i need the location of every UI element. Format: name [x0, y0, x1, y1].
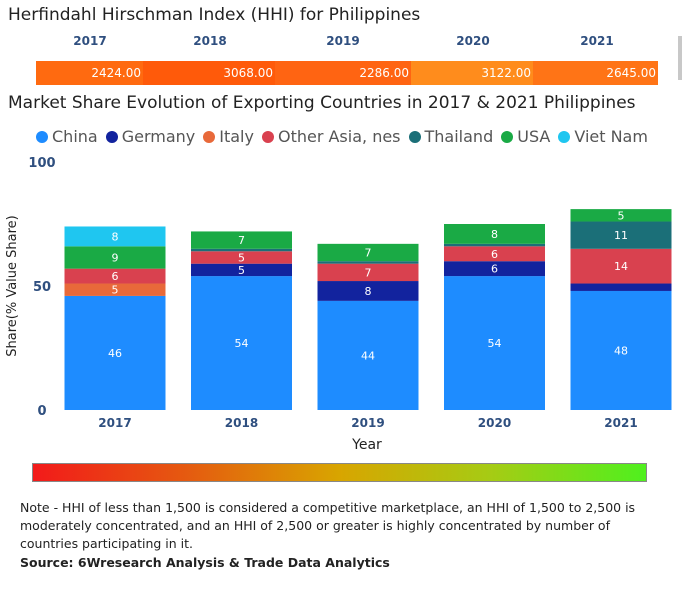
- hhi-year-2018: 2018: [193, 34, 227, 48]
- legend-dot-china: [36, 130, 48, 143]
- y-tick-label-0: 0: [37, 404, 46, 419]
- legend-item-china[interactable]: China: [36, 127, 98, 146]
- data-label-china-2017: 46: [108, 347, 122, 360]
- y-tick-label-50: 50: [33, 280, 51, 295]
- data-label-other-asia-nes-2019: 7: [365, 266, 372, 279]
- bar-germany-2019: [317, 281, 419, 301]
- x-tick-label-2019: 2019: [351, 416, 384, 430]
- legend-item-italy[interactable]: Italy: [203, 127, 254, 146]
- hhi-value-2018: 3068.00: [143, 61, 275, 85]
- chart-legend: China Germany Italy Other Asia, nes Thai…: [36, 127, 656, 146]
- x-tick-label-2020: 2020: [478, 416, 511, 430]
- bar-thailand-2018: [191, 248, 292, 252]
- hhi-title: Herfindahl Hirschman Index (HHI) for Phi…: [8, 5, 421, 25]
- data-label-germany-2018: 5: [238, 264, 245, 277]
- hhi-year-2019: 2019: [326, 34, 360, 48]
- x-tick-label-2021: 2021: [604, 416, 637, 430]
- bar-china-2020: [444, 276, 545, 410]
- data-label-other-asia-nes-2021: 14: [614, 260, 628, 273]
- hhi-value-2021: 2645.00: [533, 61, 658, 85]
- source-text: Source: 6Wresearch Analysis & Trade Data…: [20, 555, 390, 570]
- data-label-china-2019: 44: [361, 349, 375, 362]
- hhi-value-bar: 2424.00 3068.00 2286.00 3122.00 2645.00: [36, 61, 658, 85]
- hhi-value-2017: 2424.00: [36, 61, 143, 85]
- legend-label-italy: Italy: [219, 127, 254, 146]
- legend-item-usa[interactable]: USA: [501, 127, 550, 146]
- bar-thailand-2021: [570, 221, 672, 249]
- bar-usa-2017: [64, 246, 166, 269]
- legend-label-germany: Germany: [121, 127, 196, 146]
- x-tick-label-2017: 2017: [98, 416, 131, 430]
- bar-china-2021: [570, 290, 672, 410]
- bar-usa-2021: [570, 209, 672, 222]
- data-label-other-asia-nes-2020: 6: [491, 248, 498, 261]
- legend-dot-germany: [105, 130, 118, 143]
- legend-dot-usa: [501, 130, 514, 143]
- hhi-year-2020: 2020: [456, 34, 490, 48]
- note-text: Note - HHI of less than 1,500 is conside…: [20, 500, 636, 551]
- hhi-value-2020: 3122.00: [411, 61, 533, 85]
- bar-other-asia-nes-2019: [317, 263, 419, 282]
- hhi-scrollbar[interactable]: [678, 36, 682, 80]
- bar-viet-nam-2017: [64, 226, 166, 247]
- legend-dot-thailand: [408, 130, 421, 143]
- bar-china-2019: [317, 300, 419, 410]
- bar-italy-2017: [64, 283, 166, 296]
- legend-dot-italy: [203, 130, 216, 143]
- data-label-germany-2019: 8: [365, 285, 372, 298]
- bar-germany-2018: [191, 263, 292, 277]
- x-tick-label-2018: 2018: [225, 416, 258, 430]
- x-axis-title: Year: [351, 437, 382, 453]
- data-label-usa-2019: 7: [365, 247, 372, 260]
- data-label-other-asia-nes-2018: 5: [238, 251, 245, 264]
- data-label-viet-nam-2017: 8: [112, 230, 119, 243]
- data-label-other-asia-nes-2017: 6: [112, 270, 119, 283]
- data-label-china-2020: 54: [488, 337, 502, 350]
- legend-label-usa: USA: [517, 127, 551, 146]
- bar-china-2018: [191, 276, 292, 410]
- data-label-italy-2017: 5: [112, 284, 119, 297]
- bar-other-asia-nes-2021: [570, 248, 672, 284]
- legend-item-other-asia[interactable]: Other Asia, nes: [261, 127, 401, 146]
- legend-item-thailand[interactable]: Thailand: [408, 127, 494, 146]
- legend-label-thailand: Thailand: [424, 127, 494, 146]
- hhi-year-2017: 2017: [73, 34, 107, 48]
- hhi-color-scale: [32, 463, 647, 482]
- bar-usa-2020: [444, 224, 545, 244]
- data-label-thailand-2021: 11: [614, 229, 628, 242]
- legend-dot-viet-nam: [558, 130, 571, 143]
- bar-other-asia-nes-2018: [191, 251, 292, 264]
- bar-china-2017: [64, 295, 166, 410]
- bar-usa-2018: [191, 231, 292, 249]
- bar-germany-2021: [570, 283, 672, 291]
- data-label-china-2018: 54: [235, 337, 249, 350]
- bar-germany-2020: [444, 261, 545, 277]
- bar-other-asia-nes-2020: [444, 246, 545, 262]
- legend-dot-other-asia: [261, 130, 274, 143]
- legend-label-china: China: [52, 127, 98, 146]
- chart-title: Market Share Evolution of Exporting Coun…: [8, 93, 636, 113]
- y-tick-label-100: 100: [28, 156, 55, 171]
- stacked-bar-chart: Share(% Value Share)05010046569820175455…: [5, 156, 672, 453]
- hhi-value-2019: 2286.00: [275, 61, 411, 85]
- bar-thailand-2020: [444, 243, 545, 247]
- legend-item-germany[interactable]: Germany: [105, 127, 196, 146]
- hhi-year-2021: 2021: [580, 34, 614, 48]
- legend-label-other-asia: Other Asia, nes: [277, 127, 401, 146]
- bar-thailand-2019: [317, 261, 419, 264]
- y-axis-title: Share(% Value Share): [5, 215, 20, 357]
- legend-label-viet-nam: Viet Nam: [574, 127, 648, 146]
- data-label-usa-2018: 7: [238, 234, 245, 247]
- data-label-usa-2020: 8: [491, 228, 498, 241]
- legend-item-viet-nam[interactable]: Viet Nam: [558, 127, 648, 146]
- bar-usa-2019: [317, 243, 419, 262]
- data-label-usa-2017: 9: [112, 251, 119, 264]
- bar-other-asia-nes-2017: [64, 268, 166, 284]
- data-label-china-2021: 48: [614, 344, 628, 357]
- data-label-germany-2020: 6: [491, 263, 498, 276]
- data-label-usa-2021: 5: [618, 209, 625, 222]
